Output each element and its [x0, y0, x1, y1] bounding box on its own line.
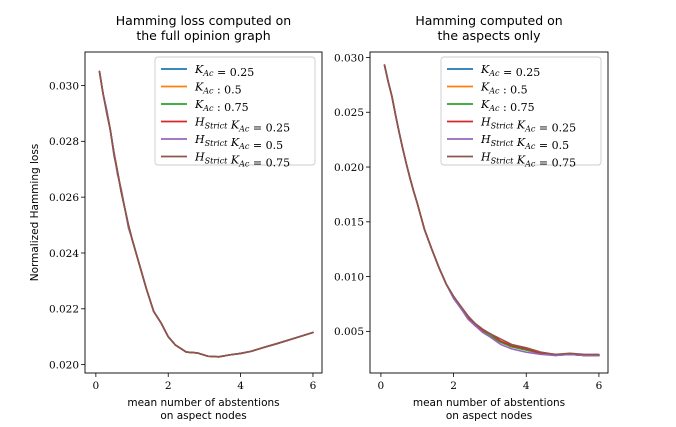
legend-entry-label: KAc = 0.25: [194, 63, 254, 79]
y-tick-label: 0.022: [49, 304, 79, 316]
series-group: [383, 64, 600, 357]
legend-entry-label: HStrict KAc = 0.75: [194, 151, 290, 170]
x-tick-label: 4: [237, 380, 244, 392]
y-tick-label: 0.028: [49, 136, 79, 148]
y-tick-label: 0.020: [49, 359, 79, 371]
y-axis-label: Normalized Hamming loss: [29, 144, 41, 282]
legend-entry-label: KAc = 0.25: [480, 63, 540, 79]
legend-entry-label: HStrict KAc = 0.5: [194, 133, 283, 152]
x-axis-label-line: mean number of abstentions: [413, 397, 565, 409]
x-tick-label: 6: [596, 380, 603, 392]
series-line-6: [383, 64, 600, 356]
legend-entry-label: KAc : 0.75: [194, 98, 249, 114]
series-group: [98, 70, 314, 358]
y-tick-label: 0.030: [49, 80, 79, 92]
x-axis-label-line: mean number of abstentions: [127, 397, 279, 409]
y-tick-label: 0.015: [334, 217, 364, 229]
x-tick-label: 6: [310, 380, 317, 392]
chart-title-line: the aspects only: [438, 28, 542, 43]
x-tick-label: 0: [378, 380, 385, 392]
y-tick-label: 0.020: [334, 162, 364, 174]
y-tick-label: 0.030: [334, 52, 364, 64]
legend-entry-label: HStrict KAc = 0.75: [480, 151, 576, 170]
y-tick-label: 0.026: [49, 192, 79, 204]
x-tick-label: 2: [450, 380, 457, 392]
legend-entry-label: HStrict KAc = 0.25: [194, 116, 290, 135]
chart-title-line: the full opinion graph: [136, 28, 270, 43]
y-tick-label: 0.025: [334, 107, 364, 119]
y-tick-label: 0.024: [49, 248, 79, 260]
chart-title-line: Hamming computed on: [415, 13, 562, 28]
legend-box: [154, 56, 316, 166]
x-tick-label: 4: [523, 380, 530, 392]
legend-box: [440, 56, 602, 166]
chart-title-line: Hamming loss computed on: [116, 13, 291, 28]
legend-entry-label: HStrict KAc = 0.25: [480, 116, 576, 135]
series-line-6: [98, 70, 314, 358]
x-tick-label: 2: [165, 380, 172, 392]
legend-entry-label: KAc : 0.75: [480, 98, 535, 114]
legend-entry-label: KAc : 0.5: [480, 81, 528, 97]
x-axis-label-line: on aspect nodes: [446, 410, 532, 422]
axes-frame: [369, 51, 609, 374]
legend-entry-label: HStrict KAc = 0.5: [480, 133, 569, 152]
x-tick-label: 0: [93, 380, 100, 392]
y-tick-label: 0.005: [334, 326, 364, 338]
y-tick-label: 0.010: [334, 271, 364, 283]
axes-frame: [84, 51, 323, 374]
legend-entry-label: KAc : 0.5: [194, 81, 242, 97]
x-axis-label-line: on aspect nodes: [160, 410, 246, 422]
